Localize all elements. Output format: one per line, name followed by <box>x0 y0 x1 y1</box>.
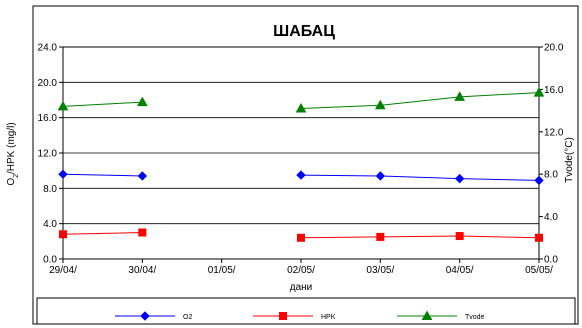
y-tick-label-left: 24.0 <box>38 43 58 54</box>
x-axis-ticks: 29/04/30/04/01/05/02/05/03/05/04/05/05/0… <box>49 259 553 276</box>
legend-marker-hpk <box>279 312 287 320</box>
point-hpk <box>138 228 147 237</box>
legend-marker-o2 <box>140 311 150 321</box>
y-axis-label-right: Tvode(°C) <box>564 137 575 183</box>
x-tick-label: 02/05/ <box>287 265 315 276</box>
point-tvode <box>57 100 69 111</box>
point-o2 <box>137 171 148 181</box>
point-o2 <box>534 175 544 186</box>
point-tvode <box>533 87 545 97</box>
point-hpk <box>455 232 464 241</box>
y-tick-label-right: 8.0 <box>544 170 558 181</box>
point-tvode <box>136 96 148 107</box>
series-line-o2 <box>300 174 540 181</box>
y-axis-label-left: O2/HPK (mg/l) <box>6 122 20 185</box>
left-axis-ticks: 0.0 4.0 8.0 12.0 16.0 20.0 24.0 <box>38 43 63 266</box>
y-tick-label-left: 0.0 <box>43 255 57 266</box>
legend-items: O2 HPK Tvode <box>115 310 485 321</box>
series-line-hpk <box>300 235 540 239</box>
y-tick-label-right: 16.0 <box>544 85 564 96</box>
point-o2 <box>58 169 68 179</box>
y-tick-label-left: 4.0 <box>43 219 57 230</box>
y-tick-label-left: 8.0 <box>43 184 57 195</box>
point-o2 <box>296 170 306 180</box>
point-hpk <box>535 233 543 242</box>
point-tvode <box>374 99 386 110</box>
x-tick-label: 04/05/ <box>446 265 474 276</box>
legend <box>36 297 576 325</box>
y-tick-label-right: 4.0 <box>544 212 558 223</box>
y-tick-label-left: 20.0 <box>38 78 58 89</box>
point-hpk <box>376 232 385 241</box>
x-axis-label: дани <box>290 282 313 293</box>
x-tick-label: 03/05/ <box>366 265 394 276</box>
point-hpk <box>59 230 67 239</box>
series-line-tvode <box>300 92 540 109</box>
series-line-o2 <box>62 173 143 177</box>
x-tick-label: 29/04/ <box>49 265 77 276</box>
y-tick-label-right: 20.0 <box>544 43 564 54</box>
point-tvode <box>454 91 466 101</box>
y-tick-label-right: 12.0 <box>544 127 564 138</box>
legend-label-tvode: Tvode <box>465 314 485 321</box>
series-line-hpk <box>62 232 143 235</box>
x-tick-label: 05/05/ <box>525 265 553 276</box>
y-tick-label-left: 16.0 <box>38 113 58 124</box>
series-group <box>57 87 545 242</box>
point-tvode <box>295 102 307 113</box>
right-axis-ticks: 0.0 4.0 8.0 12.0 16.0 20.0 <box>539 43 564 266</box>
x-tick-label: 30/04/ <box>128 265 156 276</box>
point-o2 <box>375 171 386 181</box>
chart-title: ШАБАЦ <box>273 23 335 40</box>
series-line-tvode <box>62 101 143 107</box>
legend-label-hpk: HPK <box>321 314 336 321</box>
legend-label-o2: O2 <box>183 314 192 321</box>
y-tick-label-right: 0.0 <box>544 255 558 266</box>
x-tick-label: 01/05/ <box>208 265 236 276</box>
point-o2 <box>454 173 465 184</box>
point-hpk <box>297 233 305 242</box>
legend-marker-tvode <box>421 310 433 320</box>
chart-area-border <box>32 5 579 325</box>
y-tick-label-left: 12.0 <box>38 149 58 160</box>
